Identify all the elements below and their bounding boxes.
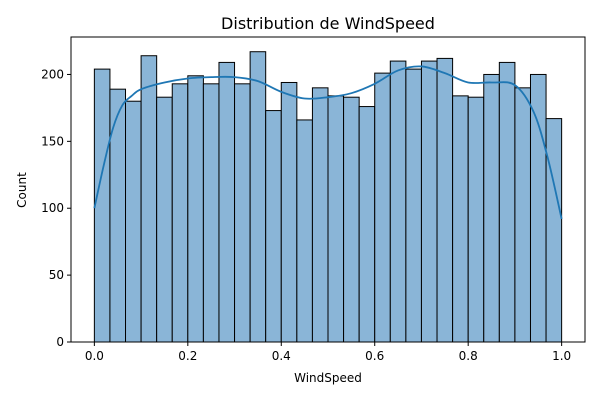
- histogram-bar: [296, 119, 313, 343]
- histogram-bar: [156, 96, 173, 343]
- x-tick-label: 0.2: [178, 349, 197, 363]
- plot-frame: [70, 36, 586, 343]
- x-tick-label: 0.8: [459, 349, 478, 363]
- y-axis-label: Count: [15, 172, 29, 208]
- histogram-bar: [265, 110, 282, 343]
- histogram-bar: [311, 87, 329, 343]
- histogram-bar: [514, 87, 531, 343]
- histogram-bar: [452, 95, 469, 343]
- x-tick-label: 0.4: [272, 349, 291, 363]
- kde-group: [93, 65, 563, 220]
- axes-group: 0.0 0.2 0.4 0.6 0.8 1.0 0 50 100 150 200: [41, 36, 586, 363]
- y-tick-label: 50: [49, 268, 64, 282]
- histogram-bar: [218, 61, 236, 343]
- x-tick-label: 0.6: [365, 349, 384, 363]
- histogram-bar: [374, 72, 391, 343]
- histogram-bar: [202, 83, 220, 343]
- y-tick-label: 200: [41, 67, 64, 81]
- y-tick-label: 150: [41, 134, 64, 148]
- y-tick-label: 0: [56, 335, 64, 349]
- kde-line: [93, 65, 563, 220]
- x-tick-label: 1.0: [552, 349, 571, 363]
- chart-title: Distribution de WindSpeed: [221, 14, 435, 33]
- histogram-bar: [498, 61, 516, 343]
- histogram-bar: [389, 60, 407, 343]
- x-axis-label: WindSpeed: [294, 371, 362, 385]
- y-tick-label: 100: [41, 201, 64, 215]
- histogram-bar: [327, 95, 345, 343]
- histogram-bar: [529, 73, 547, 343]
- histogram-bar: [171, 83, 189, 343]
- histogram-bar: [280, 81, 298, 343]
- histogram-bar: [109, 88, 127, 343]
- histogram-bar: [125, 100, 142, 343]
- histogram-bar: [343, 96, 360, 343]
- histogram-bar: [234, 83, 251, 343]
- x-tick-label: 0.0: [85, 349, 104, 363]
- histogram-bar: [483, 73, 500, 343]
- histogram-bar: [420, 60, 438, 343]
- histogram-bar: [467, 96, 485, 343]
- histogram-bar: [187, 75, 204, 343]
- histogram-bar: [358, 106, 376, 343]
- histogram-bar: [545, 118, 563, 343]
- histogram-bar: [405, 68, 422, 343]
- bars-group: [93, 51, 563, 343]
- histogram-bar: [436, 57, 454, 343]
- histogram-bar: [140, 55, 158, 343]
- histogram-bar: [93, 68, 111, 343]
- histogram-bar: [249, 51, 267, 343]
